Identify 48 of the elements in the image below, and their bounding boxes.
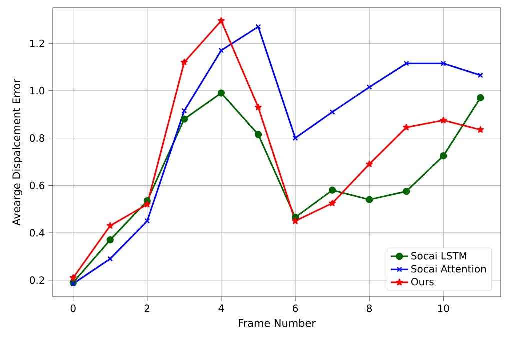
- point: [182, 108, 188, 114]
- point: [292, 136, 298, 141]
- point: [144, 218, 150, 224]
- point: [330, 110, 336, 115]
- point: [144, 201, 151, 208]
- point: [256, 24, 262, 30]
- y-axis-title: Avearge Dispalcement Error: [12, 79, 23, 226]
- point: [218, 17, 225, 24]
- point: [477, 126, 484, 134]
- point: [180, 116, 188, 123]
- point: [108, 256, 114, 262]
- x-tick-label: 0: [70, 304, 76, 312]
- x-axis-title: Frame Number: [239, 319, 316, 328]
- legend-label: Socai LSTM: [412, 252, 466, 260]
- point: [440, 152, 448, 160]
- point: [218, 90, 226, 97]
- point: [404, 60, 410, 66]
- y-tick-label: 0.6: [30, 182, 45, 190]
- y-tick-label: 0.4: [30, 229, 45, 237]
- point: [366, 84, 372, 90]
- point: [328, 186, 336, 194]
- point: [477, 94, 484, 102]
- point: [440, 116, 448, 124]
- point: [403, 124, 410, 131]
- point: [329, 200, 336, 206]
- y-tick-label: 1.0: [30, 87, 45, 95]
- legend-label: Socai Attention: [412, 265, 486, 273]
- point: [255, 104, 262, 111]
- y-tick-label: 1.2: [30, 40, 44, 48]
- point: [254, 131, 262, 138]
- point: [181, 58, 188, 66]
- x-tick-label: 4: [218, 304, 224, 312]
- x-tick-label: 2: [144, 304, 150, 312]
- point: [106, 222, 114, 229]
- point: [366, 196, 374, 204]
- x-tick-label: 10: [438, 304, 450, 312]
- x-tick-label: 6: [293, 304, 298, 312]
- point: [366, 160, 374, 168]
- y-tick-label: 0.2: [30, 276, 44, 284]
- point: [218, 48, 224, 54]
- point: [403, 188, 410, 196]
- point: [70, 274, 77, 282]
- x-tick-label: 8: [367, 304, 372, 312]
- point: [106, 236, 114, 244]
- legend-label: Ours: [412, 278, 434, 286]
- point: [292, 218, 299, 224]
- point: [440, 60, 446, 66]
- y-tick-label: 0.8: [30, 134, 45, 142]
